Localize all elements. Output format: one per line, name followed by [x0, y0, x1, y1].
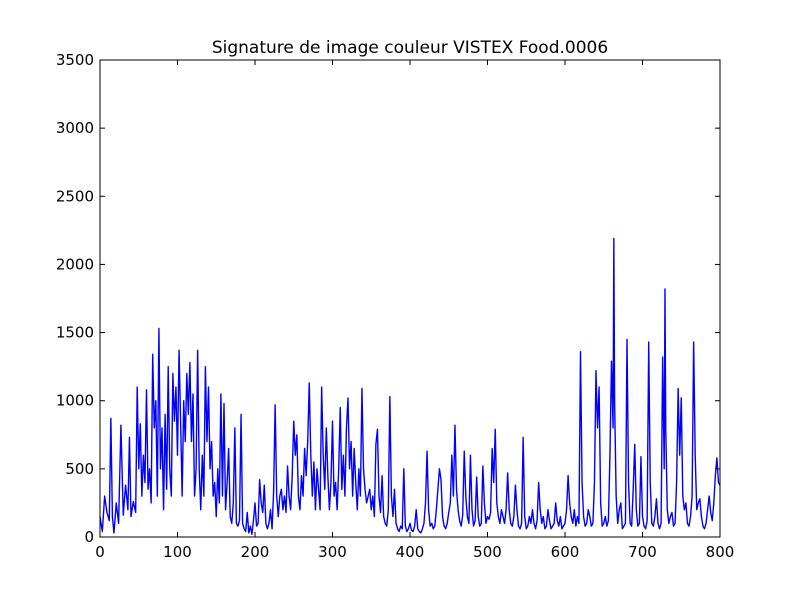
- x-tick-label: 800: [706, 543, 735, 561]
- y-tick-label: 1000: [56, 392, 94, 410]
- y-tick-label: 3500: [56, 51, 94, 69]
- chart-title: Signature de image couleur VISTEX Food.0…: [212, 38, 608, 58]
- plot-area: [99, 237, 721, 535]
- x-tick-label: 400: [396, 543, 425, 561]
- series-line-0: [99, 237, 721, 535]
- y-tick-label: 1500: [56, 324, 94, 342]
- plot-frame: [99, 59, 721, 538]
- x-tick-label: 100: [163, 543, 192, 561]
- x-tick-label: 600: [551, 543, 580, 561]
- x-axis: 0 100 200 300 400 500 600 700 800: [95, 60, 734, 561]
- y-tick-label: 2500: [56, 187, 94, 205]
- y-tick-label: 0: [84, 528, 94, 546]
- y-axis: 0 500 1000 1500 2000 2500 3000 3500: [56, 51, 720, 546]
- y-tick-label: 2000: [56, 255, 94, 273]
- y-tick-label: 500: [65, 460, 94, 478]
- x-tick-label: 500: [473, 543, 502, 561]
- x-tick-label: 700: [628, 543, 657, 561]
- x-tick-label: 200: [241, 543, 270, 561]
- y-tick-label: 3000: [56, 119, 94, 137]
- x-tick-label: 0: [95, 543, 105, 561]
- x-tick-label: 300: [318, 543, 347, 561]
